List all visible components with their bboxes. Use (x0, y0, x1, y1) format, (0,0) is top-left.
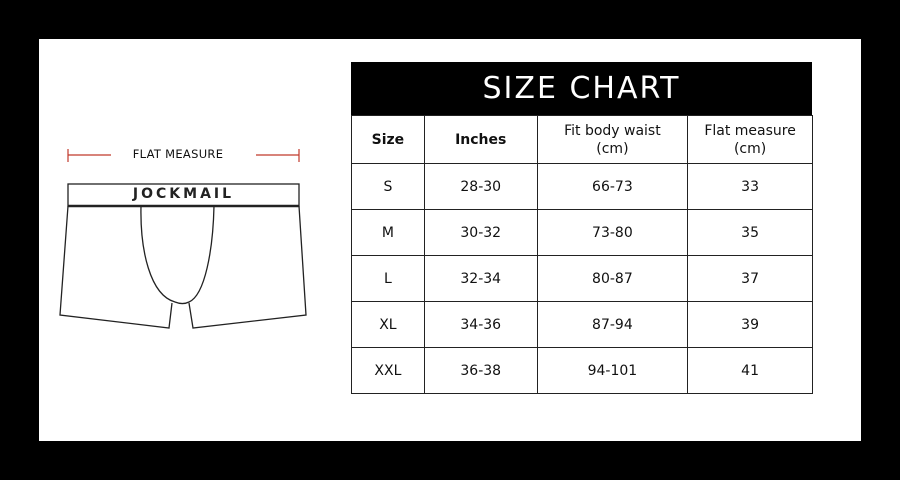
table-row: L 32-34 80-87 37 (351, 255, 813, 302)
header-unit: (cm) (596, 140, 629, 157)
size-table: Size Inches Fit body waist (cm) Flat meas… (351, 115, 813, 394)
cell-size: L (351, 255, 425, 302)
cell-flat: 33 (687, 163, 813, 210)
cell-size: S (351, 163, 425, 210)
cell-waist: 87-94 (536, 301, 689, 348)
header-unit: (cm) (733, 140, 767, 157)
cell-inches: 34-36 (423, 301, 538, 348)
table-row: S 28-30 66-73 33 (351, 163, 813, 210)
cell-inches: 36-38 (423, 347, 538, 394)
briefs-outline (59, 205, 307, 329)
header-line: Fit body waist (564, 122, 661, 139)
header-size: Size (351, 115, 425, 164)
header-inches: Inches (423, 115, 538, 164)
size-chart-title: SIZE CHART (351, 62, 812, 115)
cell-waist: 94-101 (536, 347, 689, 394)
cell-flat: 39 (687, 301, 813, 348)
cell-inches: 32-34 (423, 255, 538, 302)
table-row: M 30-32 73-80 35 (351, 209, 813, 256)
flat-measure-label: FLAT MEASURE (132, 147, 224, 161)
pouch-outline (140, 205, 215, 305)
table-header-row: Size Inches Fit body waist (cm) Flat meas… (351, 115, 813, 164)
cell-flat: 37 (687, 255, 813, 302)
cell-flat: 41 (687, 347, 813, 394)
cell-size: XXL (351, 347, 425, 394)
table-row: XL 34-36 87-94 39 (351, 301, 813, 348)
cell-waist: 66-73 (536, 163, 689, 210)
cell-inches: 28-30 (423, 163, 538, 210)
cell-waist: 73-80 (536, 209, 689, 256)
cell-flat: 35 (687, 209, 813, 256)
cell-inches: 30-32 (423, 209, 538, 256)
brand-logo: JOCKMAIL (132, 186, 235, 202)
header-flat-measure: Flat measure (cm) (687, 115, 813, 164)
flat-measure-indicator (67, 149, 300, 162)
header-fit-body-waist: Fit body waist (cm) (536, 115, 689, 164)
cell-waist: 80-87 (536, 255, 689, 302)
cell-size: M (351, 209, 425, 256)
table-row: XXL 36-38 94-101 41 (351, 347, 813, 394)
cell-size: XL (351, 301, 425, 348)
header-line: Flat measure (704, 122, 796, 139)
